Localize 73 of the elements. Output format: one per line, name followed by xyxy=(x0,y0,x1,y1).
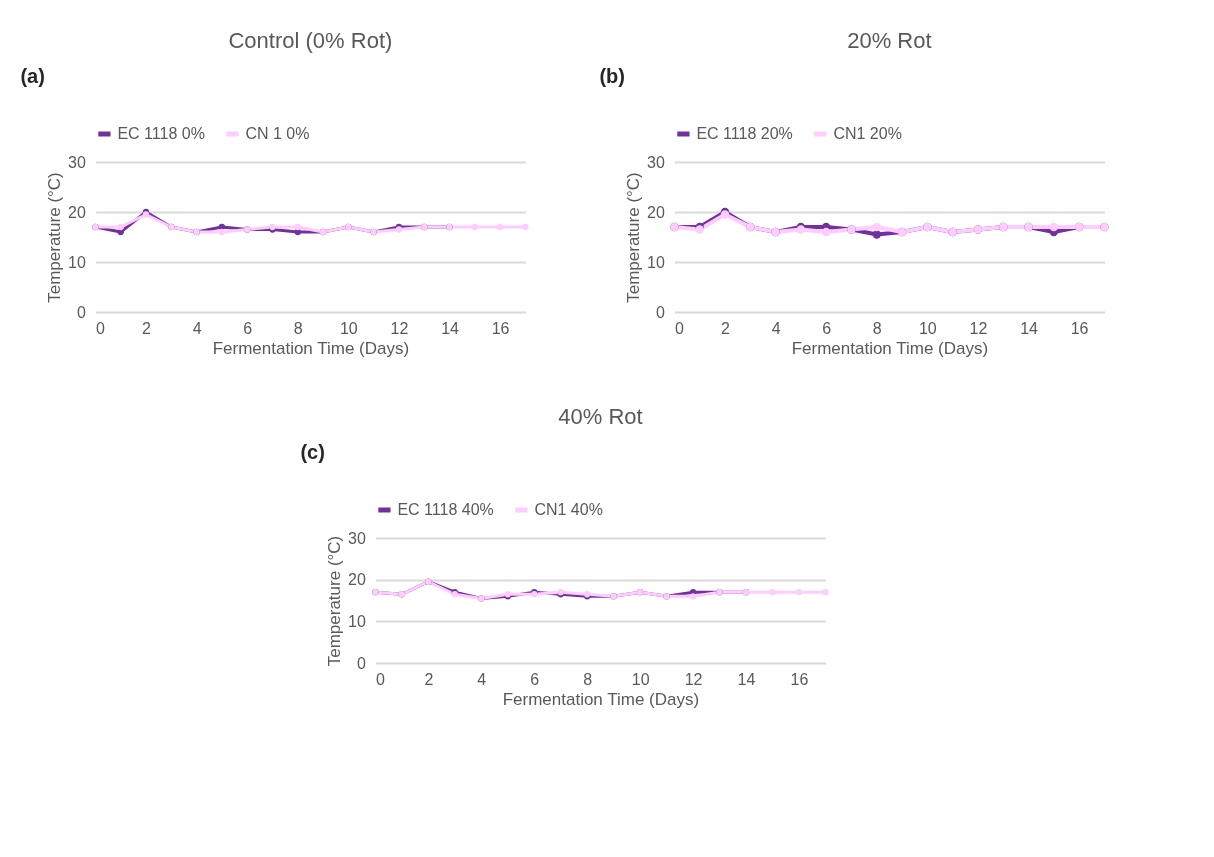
text: (a) xyxy=(20,65,45,87)
x-tick-label: 16 xyxy=(491,319,510,337)
y-tick-label: 20 xyxy=(68,203,87,221)
y-tick-label: 10 xyxy=(348,612,367,630)
legend-label: CN 1 0% xyxy=(245,125,310,142)
legend-label: CN1 20% xyxy=(833,125,902,142)
point xyxy=(522,223,529,231)
x-tick-label: 0 xyxy=(674,319,684,337)
x-tick-label: 10 xyxy=(918,319,937,337)
x-tick-label: 14 xyxy=(1020,319,1039,337)
y-axis-title: Temperature (°C) xyxy=(624,172,644,303)
x-tick-label: 6 xyxy=(243,319,253,337)
y-tick-label: 30 xyxy=(348,529,367,547)
x-axis-title: Fermentation Time (Days) xyxy=(502,689,700,709)
point xyxy=(117,223,124,231)
x-tick-label: 8 xyxy=(872,319,882,337)
point xyxy=(769,589,776,596)
point xyxy=(1049,222,1058,232)
point xyxy=(471,223,478,231)
y-tick-label: 20 xyxy=(348,571,367,589)
x-tick-label: 16 xyxy=(1070,319,1089,337)
chart-title: 20% Rot xyxy=(847,28,932,53)
y-tick-label: 0 xyxy=(357,654,367,672)
legend-label: EC 1118 40% xyxy=(397,501,494,518)
x-axis-title: Fermentation Time (Days) xyxy=(791,338,989,358)
x-tick-label: 14 xyxy=(737,670,756,688)
x-tick-label: 8 xyxy=(293,319,303,337)
y-tick-label: 10 xyxy=(647,253,666,271)
x-tick-label: 0 xyxy=(95,319,105,337)
point xyxy=(822,589,829,596)
x-axis-title: Fermentation Time (Days) xyxy=(212,338,410,358)
legend-label: EC 1118 20% xyxy=(696,125,793,142)
x-tick-label: 2 xyxy=(424,670,434,688)
chart-title: 40% Rot xyxy=(558,404,643,429)
text: (c) xyxy=(300,441,325,463)
y-axis-title: Temperature (°C) xyxy=(325,535,345,667)
point xyxy=(218,223,226,231)
point xyxy=(218,228,226,236)
y-tick-label: 10 xyxy=(68,253,87,271)
x-tick-label: 4 xyxy=(477,670,487,688)
text: (b) xyxy=(599,65,625,87)
x-tick-label: 10 xyxy=(631,670,650,688)
x-tick-label: 12 xyxy=(390,319,409,337)
point xyxy=(872,230,881,239)
x-tick-label: 8 xyxy=(583,670,593,688)
y-tick-label: 0 xyxy=(656,303,665,321)
x-tick-label: 2 xyxy=(142,319,152,337)
x-tick-label: 4 xyxy=(771,319,781,337)
x-tick-label: 12 xyxy=(684,670,703,688)
y-tick-label: 30 xyxy=(647,153,666,171)
x-tick-label: 16 xyxy=(790,670,809,688)
x-tick-label: 6 xyxy=(530,670,540,688)
x-tick-label: 2 xyxy=(721,319,731,337)
point xyxy=(689,593,697,600)
point xyxy=(294,228,301,236)
legend-label: EC 1118 0% xyxy=(117,125,205,142)
point xyxy=(872,222,881,232)
y-axis-title: Temperature (°C) xyxy=(45,172,65,303)
point xyxy=(821,227,831,237)
x-tick-label: 0 xyxy=(375,670,385,688)
y-tick-label: 0 xyxy=(77,303,86,321)
y-tick-label: 30 xyxy=(68,153,87,171)
x-tick-label: 4 xyxy=(192,319,202,337)
y-tick-label: 20 xyxy=(647,203,666,221)
chart-title: Control (0% Rot) xyxy=(228,28,393,53)
point xyxy=(496,223,504,231)
point xyxy=(795,589,803,596)
x-tick-label: 12 xyxy=(969,319,988,337)
point xyxy=(294,223,301,231)
legend-label: CN1 40% xyxy=(534,501,603,518)
x-tick-label: 6 xyxy=(822,319,832,337)
point xyxy=(117,228,124,236)
x-tick-label: 14 xyxy=(441,319,460,337)
